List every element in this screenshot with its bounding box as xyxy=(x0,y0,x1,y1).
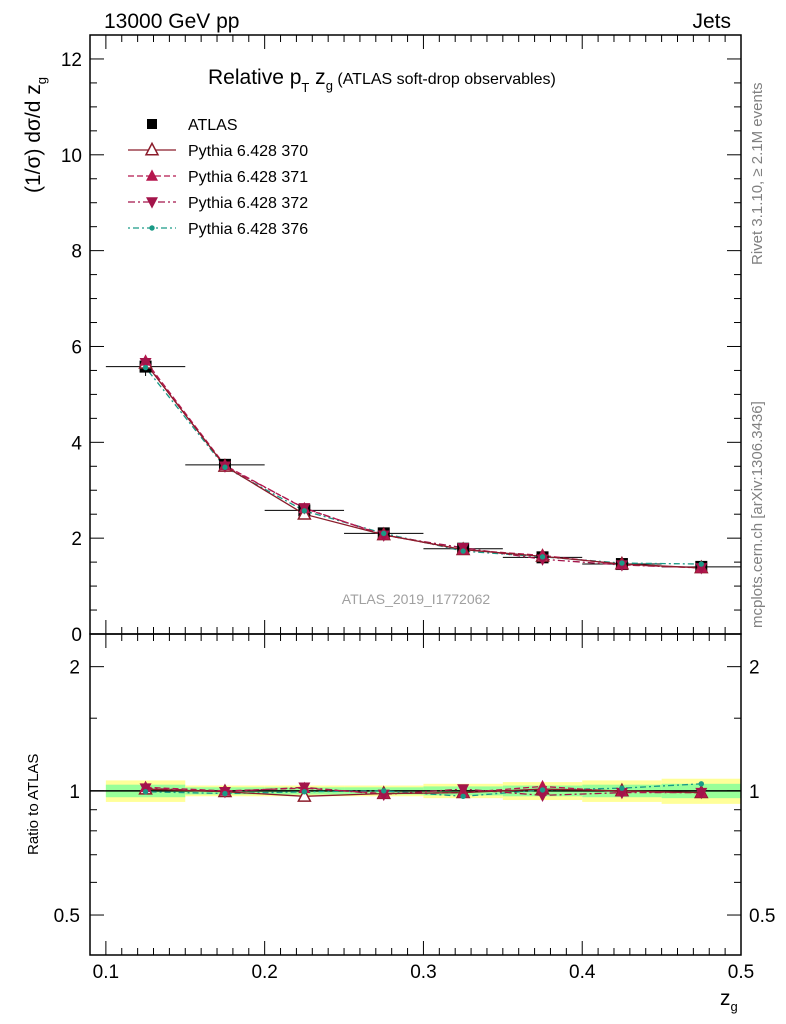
x-axis-label-main: z xyxy=(720,987,731,1010)
y-tick-label: 12 xyxy=(61,50,82,71)
title-part: Relative p xyxy=(208,66,301,89)
series-point xyxy=(460,548,466,554)
ratio-y-tick-label-right: 1 xyxy=(749,782,760,803)
x-tick-label: 0.5 xyxy=(728,962,754,983)
legend-marker xyxy=(144,141,160,156)
ratio-plot xyxy=(138,779,709,802)
ratio-series-point xyxy=(698,781,705,787)
legend-label: Pythia 6.428 372 xyxy=(188,195,308,212)
series-point xyxy=(301,508,308,514)
y-axis-label: (1/σ) dσ/d zg xyxy=(22,77,49,193)
energy-label: 13000 GeV pp xyxy=(104,10,239,33)
title-part: (ATLAS soft-drop observables) xyxy=(333,71,556,88)
y-tick-label: 10 xyxy=(61,146,82,167)
ratio-series-point xyxy=(457,784,470,796)
legend-label: Pythia 6.428 370 xyxy=(188,143,308,160)
process-label: Jets xyxy=(692,10,731,33)
ratio-series-point xyxy=(297,788,312,802)
series-point xyxy=(619,560,625,566)
ratio-series-line xyxy=(145,788,702,797)
y-axis-label-main: (1/σ) dσ/d z xyxy=(22,84,45,193)
ratio-y-tick-label: 2 xyxy=(69,658,80,679)
title-subscript: T xyxy=(301,80,309,95)
series-point xyxy=(539,554,546,560)
ratio-y-tick-label-right: 2 xyxy=(749,658,760,679)
ratio-y-tick-label: 1 xyxy=(69,782,80,803)
ratio-series-point xyxy=(695,787,708,800)
legend-marker xyxy=(146,169,158,181)
x-tick-label: 0.1 xyxy=(93,962,119,983)
y-tick-label: 8 xyxy=(71,242,82,263)
series-point xyxy=(536,554,549,566)
x-tick-label: 0.3 xyxy=(410,962,436,983)
y-tick-label: 2 xyxy=(71,529,82,550)
x-axis-label-subscript: g xyxy=(731,999,738,1014)
series-point xyxy=(377,530,390,542)
ratio-series-point xyxy=(377,789,390,802)
x-tick-label: 0.4 xyxy=(569,962,596,983)
y-tick-label: 4 xyxy=(71,433,82,454)
y-axis-label-subscript: g xyxy=(34,77,49,84)
series-point xyxy=(615,560,628,572)
ratio-y-tick-label: 0.5 xyxy=(54,906,80,927)
ratio-series-line xyxy=(145,783,702,797)
ratio-series-point xyxy=(536,790,549,802)
x-axis-label: zg xyxy=(720,987,738,1014)
ratio-series-point xyxy=(142,789,149,795)
main-plot xyxy=(105,354,741,575)
legend-marker xyxy=(146,197,158,209)
legend: ATLAS Pythia 6.428 370 Pythia 6.428 371 Pyt… xyxy=(128,117,308,238)
ratio-series-point xyxy=(539,787,546,793)
title-part: z xyxy=(309,66,325,89)
y-tick-label: 6 xyxy=(71,337,82,358)
ratio-series-point xyxy=(619,785,625,791)
ratio-series-point xyxy=(460,793,466,800)
ratio-series-point xyxy=(536,779,549,792)
series-point xyxy=(222,464,228,470)
series-point xyxy=(695,563,708,575)
ratio-series-point xyxy=(615,787,628,800)
rivet-version-label: Rivet 3.1.10, ≥ 2.1M events xyxy=(749,83,766,266)
ratio-series-point xyxy=(381,788,387,794)
legend-label: ATLAS xyxy=(188,117,238,134)
series-point xyxy=(381,530,387,537)
ratio-y-axis-label: Ratio to ATLAS xyxy=(25,754,42,855)
mcplots-label: mcplots.cern.ch [arXiv:1306.3436] xyxy=(749,401,766,628)
series-line xyxy=(145,362,702,569)
legend-marker xyxy=(149,225,155,231)
y-tick-label: 0 xyxy=(71,625,82,646)
analysis-watermark: ATLAS_2019_I1772062 xyxy=(342,591,491,607)
ratio-series-point xyxy=(222,790,228,797)
ratio-series-point xyxy=(298,782,311,794)
series-point xyxy=(142,364,149,371)
title-subscript: g xyxy=(326,78,333,93)
legend-marker xyxy=(147,119,157,129)
x-tick-label: 0.2 xyxy=(251,962,277,983)
ratio-series-point xyxy=(301,789,308,795)
series-point xyxy=(139,357,152,370)
ratio-plot-frame xyxy=(89,633,742,956)
chart-title: Relative pT zg (ATLAS soft-drop observab… xyxy=(208,66,556,95)
legend-label: Pythia 6.428 371 xyxy=(188,169,308,186)
legend-label: Pythia 6.428 376 xyxy=(188,221,308,238)
ratio-y-tick-label-right: 0.5 xyxy=(749,906,775,927)
series-point xyxy=(698,561,705,567)
